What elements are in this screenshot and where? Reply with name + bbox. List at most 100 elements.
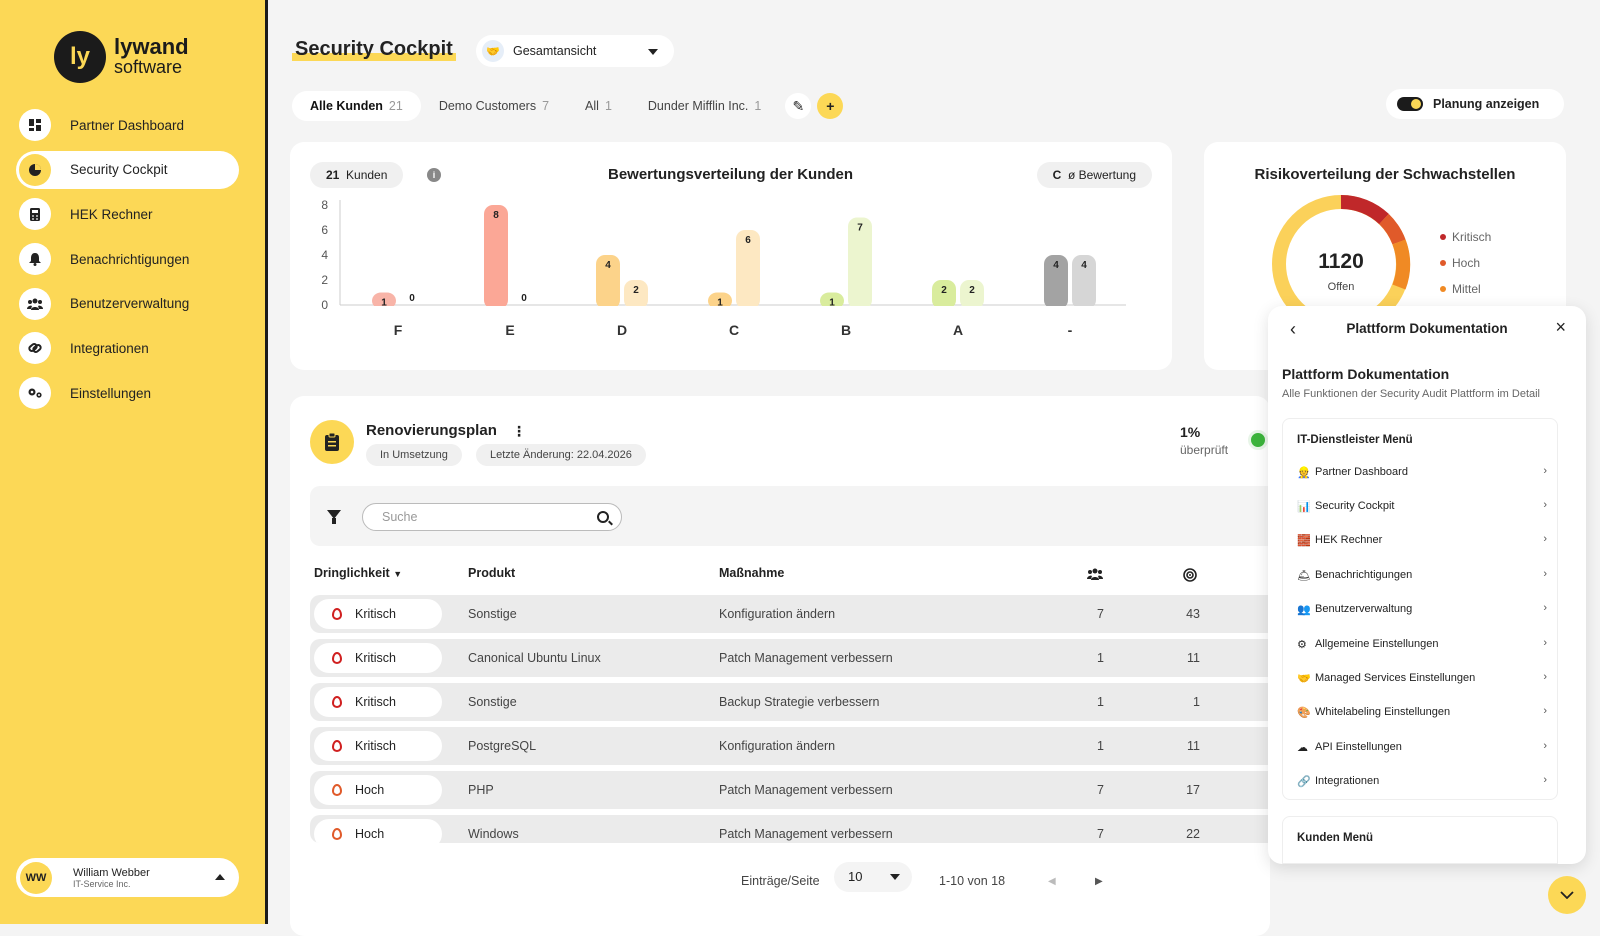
data-label: 2 <box>633 285 639 296</box>
info-icon[interactable]: i <box>427 168 441 182</box>
users-icon <box>19 287 51 320</box>
calculator-icon <box>19 198 51 231</box>
doc-item-partner-dashboard[interactable]: 👷 Partner Dashboard › <box>1297 462 1547 482</box>
bar <box>848 217 872 309</box>
search-input[interactable]: Suche <box>362 503 622 531</box>
product-cell: Windows <box>468 827 519 841</box>
customers-count-chip: 21 Kunden <box>310 162 404 188</box>
users-cell: 7 <box>1097 783 1104 797</box>
table-row[interactable]: Hoch PHP Patch Management verbessern 7 1… <box>310 771 1270 809</box>
doc-item-whitelabeling[interactable]: 🎨 Whitelabeling Einstellungen › <box>1297 702 1547 722</box>
sidebar-item-benachrichtigungen[interactable]: Benachrichtigungen <box>16 240 239 278</box>
tab-label: Dunder Mifflin Inc. <box>647 99 749 113</box>
table-row[interactable]: Kritisch Canonical Ubuntu Linux Patch Ma… <box>310 639 1270 677</box>
doc-item-label: Security Cockpit <box>1315 500 1395 512</box>
sidebar-item-security-cockpit[interactable]: Security Cockpit <box>16 150 239 189</box>
scroll-down-button[interactable] <box>1548 876 1586 914</box>
toggle-switch[interactable] <box>1397 97 1423 111</box>
status-indicator <box>1248 430 1268 450</box>
status-badge: In Umsetzung <box>366 444 462 466</box>
per-page-value: 10 <box>848 869 863 884</box>
tab-dunder-mifflin[interactable]: Dunder Mifflin Inc. 1 <box>630 91 779 121</box>
view-select[interactable]: 🤝 Gesamtansicht <box>476 35 674 67</box>
back-icon[interactable]: ‹ <box>1290 319 1296 339</box>
chevron-right-icon: › <box>1543 568 1547 580</box>
planning-toggle[interactable]: Planung anzeigen <box>1386 89 1564 119</box>
doc-item-label: API Einstellungen <box>1315 741 1402 753</box>
users-cell: 1 <box>1097 651 1104 665</box>
urgency-label: Kritisch <box>355 651 396 665</box>
target-column-icon[interactable] <box>1183 568 1197 585</box>
progress-value: 1% <box>1180 424 1201 440</box>
chevron-down-icon <box>648 49 658 55</box>
tab-alle-kunden[interactable]: Alle Kunden 21 <box>292 91 421 121</box>
bar <box>820 292 844 309</box>
rating-bar-chart: 8 6 4 2 0 F 1 0 E 8 0 D 4 2 C 1 6 B 1 7 A 2 2 - 4 4 <box>321 198 1126 338</box>
table-row[interactable]: Kritisch Sonstige Konfiguration ändern 7… <box>310 595 1270 633</box>
axis-mask <box>341 306 1126 312</box>
score-cell: 11 <box>1187 651 1200 665</box>
sidebar-item-label: Benachrichtigungen <box>70 251 190 267</box>
prev-page-icon[interactable]: ◀ <box>1048 876 1056 887</box>
tab-demo-customers[interactable]: Demo Customers 7 <box>421 91 567 121</box>
doc-item-hek-rechner[interactable]: 🧱 HEK Rechner › <box>1297 530 1547 550</box>
doc-item-label: Partner Dashboard <box>1315 466 1408 478</box>
doc-item-security-cockpit[interactable]: 📊 Security Cockpit › <box>1297 496 1547 516</box>
doc-section-customer[interactable]: Kunden Menü <box>1282 816 1558 864</box>
per-page-select[interactable]: 10 <box>834 862 912 892</box>
data-label: 2 <box>969 285 975 296</box>
urgency-label: Kritisch <box>355 607 396 621</box>
sidebar-item-integrationen[interactable]: Integrationen <box>16 329 239 367</box>
sidebar-item-label: Partner Dashboard <box>70 117 185 133</box>
column-header-measure[interactable]: Maßnahme <box>719 566 785 580</box>
users-cell: 7 <box>1097 607 1104 621</box>
product-cell: PHP <box>468 783 494 797</box>
risk-total: 1120 <box>1318 250 1364 273</box>
doc-item-api-einstellungen[interactable]: ☁ API Einstellungen › <box>1297 737 1547 757</box>
doc-item-integrationen[interactable]: 🔗 Integrationen › <box>1297 771 1547 791</box>
measure-cell: Patch Management verbessern <box>719 651 893 665</box>
column-header-product[interactable]: Produkt <box>468 566 516 580</box>
table-row[interactable]: Hoch Windows Patch Management verbessern… <box>310 815 1270 843</box>
sidebar-item-label: Integrationen <box>70 340 149 356</box>
y-tick-label: 6 <box>321 223 328 237</box>
sidebar-item-label: Einstellungen <box>70 385 152 401</box>
doc-title: Plattform Dokumentation <box>1282 366 1450 382</box>
tab-all[interactable]: All 1 <box>567 91 630 121</box>
flame-icon <box>332 784 342 796</box>
chevron-right-icon: › <box>1543 602 1547 614</box>
next-page-icon[interactable]: ▶ <box>1095 876 1103 887</box>
page-range: 1-10 von 18 <box>939 874 1006 888</box>
risk-legend: Kritisch Hoch Mittel <box>1440 224 1491 302</box>
close-icon[interactable]: × <box>1555 317 1566 337</box>
sidebar-item-einstellungen[interactable]: Einstellungen <box>16 374 239 412</box>
sidebar-item-benutzerverwaltung[interactable]: Benutzerverwaltung <box>16 285 239 323</box>
brand-line1: lywand <box>114 34 189 59</box>
users-column-icon[interactable] <box>1087 568 1103 583</box>
search-icon[interactable] <box>597 511 609 523</box>
table-row[interactable]: Kritisch PostgreSQL Konfiguration ändern… <box>310 727 1270 765</box>
doc-item-allgemeine-einstellungen[interactable]: ⚙ Allgemeine Einstellungen › <box>1297 634 1547 654</box>
brand-logo[interactable]: ly lywand software <box>54 31 189 83</box>
filter-icon[interactable] <box>327 510 341 524</box>
doc-item-managed-services[interactable]: 🤝 Managed Services Einstellungen › <box>1297 668 1547 688</box>
sidebar: ly lywand software Partner Dashboard Sec… <box>0 0 268 924</box>
data-label: 4 <box>1053 260 1059 271</box>
doc-item-label: Whitelabeling Einstellungen <box>1315 706 1451 718</box>
column-header-urgency[interactable]: Dringlichkeit ▼ <box>314 566 402 580</box>
y-tick-label: 2 <box>321 273 328 287</box>
doc-item-benachrichtigungen[interactable]: 🛎 Benachrichtigungen › <box>1297 565 1547 585</box>
urgency-pill: Kritisch <box>314 599 442 629</box>
users-cell: 1 <box>1097 739 1104 753</box>
sidebar-nav: Partner Dashboard Security Cockpit HEK R… <box>16 106 239 419</box>
edit-tabs-button[interactable]: ✎ <box>785 93 812 119</box>
table-row[interactable]: Kritisch Sonstige Backup Strategie verbe… <box>310 683 1270 721</box>
user-menu[interactable]: WW William Webber IT-Service Inc. <box>16 858 239 897</box>
more-options-icon[interactable]: ⋮ <box>512 423 526 439</box>
bar <box>932 280 956 309</box>
sidebar-item-partner-dashboard[interactable]: Partner Dashboard <box>16 106 239 144</box>
doc-section-provider: IT-Dienstleister Menü 👷 Partner Dashboard… <box>1282 418 1558 800</box>
sidebar-item-hek-rechner[interactable]: HEK Rechner <box>16 195 239 233</box>
doc-item-benutzerverwaltung[interactable]: 👥 Benutzerverwaltung › <box>1297 599 1547 619</box>
add-tab-button[interactable]: + <box>817 93 844 119</box>
